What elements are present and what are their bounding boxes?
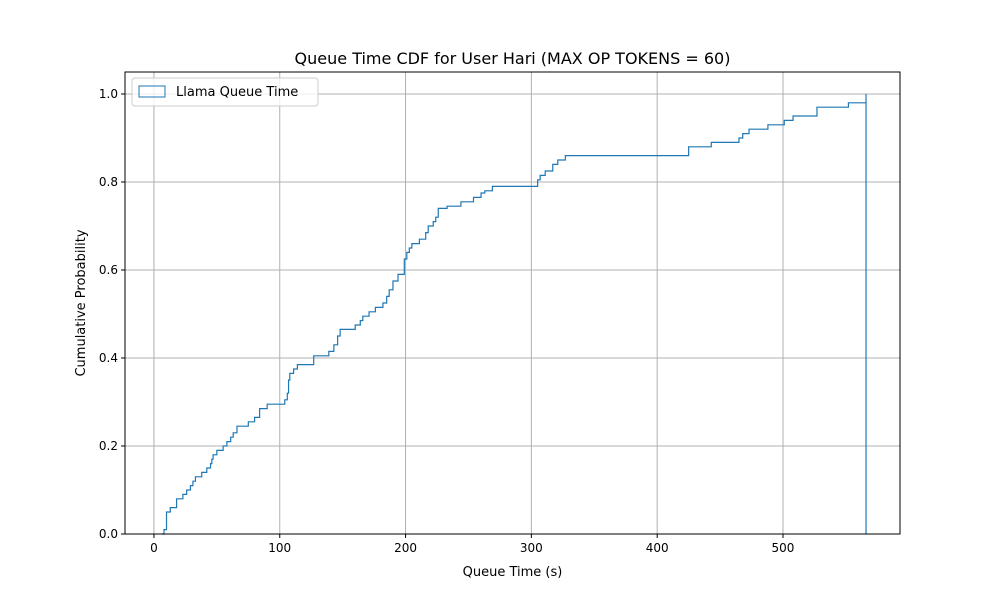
axis-ticks: 0 100 200 300 400 500 0.0 0.2 0.4 0.6 0.8 1.0	[99, 87, 795, 555]
legend-box	[131, 77, 319, 107]
x-tick-label: 0	[150, 541, 158, 555]
series-step-line	[161, 94, 867, 535]
y-tick-label: 0.4	[99, 351, 118, 365]
y-axis-label: Cumulative Probability	[74, 229, 89, 376]
y-tick-label: 0.2	[99, 439, 118, 453]
legend: Llama Queue Time	[131, 77, 319, 107]
y-tick-label: 0.0	[99, 527, 118, 541]
x-tick-label: 500	[772, 541, 795, 555]
plot-frame	[124, 71, 901, 535]
x-tick-label: 100	[268, 541, 291, 555]
legend-label: Llama Queue Time	[176, 85, 298, 100]
x-tick-label: 400	[646, 541, 669, 555]
y-tick-label: 1.0	[99, 87, 118, 101]
y-tick-label: 0.6	[99, 263, 118, 277]
x-axis-label: Queue Time (s)	[463, 565, 563, 580]
y-tick-label: 0.8	[99, 175, 118, 189]
series-layer	[161, 94, 867, 535]
legend-swatch	[138, 85, 166, 98]
x-tick-label: 200	[394, 541, 417, 555]
chart-title: Queue Time CDF for User Hari (MAX OP TOK…	[295, 49, 731, 68]
x-tick-label: 300	[520, 541, 543, 555]
